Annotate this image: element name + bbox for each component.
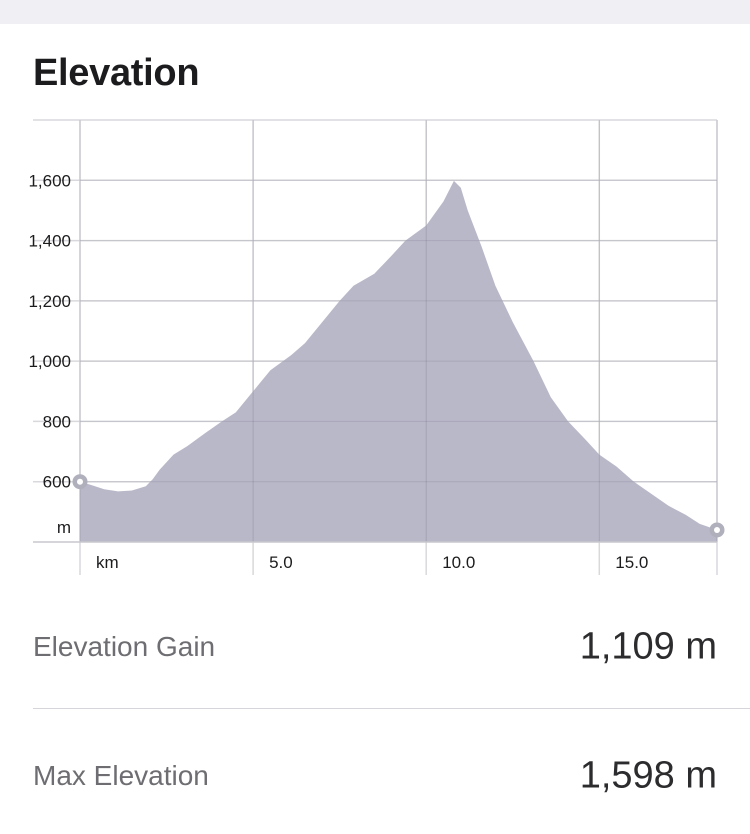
section-title: Elevation xyxy=(33,52,200,94)
elevation-gain-row: Elevation Gain 1,109 m xyxy=(0,609,750,685)
stats-divider xyxy=(33,708,750,709)
x-axis-unit-label: km xyxy=(96,553,119,572)
max-elevation-row: Max Elevation 1,598 m xyxy=(0,738,750,814)
elevation-area xyxy=(80,180,717,542)
max-elevation-value: 1,598 m xyxy=(579,754,717,797)
x-tick-label: 5.0 xyxy=(269,553,293,572)
elevation-gain-value: 1,109 m xyxy=(579,625,717,668)
y-tick-label: 800 xyxy=(43,412,71,431)
start-point-marker-center xyxy=(77,478,83,485)
y-axis-unit-label: m xyxy=(57,518,71,537)
top-strip xyxy=(0,0,750,24)
elevation-gain-label: Elevation Gain xyxy=(33,631,216,662)
y-tick-label: 600 xyxy=(43,473,71,492)
y-tick-label: 1,000 xyxy=(28,352,71,371)
elevation-chart: 600 800 1,000 1,200 1,400 1,600 m km 5.0 10.0 15.0 xyxy=(0,100,750,590)
max-elevation-label: Max Elevation xyxy=(33,760,209,791)
y-tick-label: 1,600 xyxy=(28,171,71,190)
x-tick-label: 10.0 xyxy=(442,553,475,572)
y-tick-label: 1,400 xyxy=(28,232,71,251)
elevation-chart-svg: 600 800 1,000 1,200 1,400 1,600 m km 5.0 10.0 15.0 xyxy=(28,119,725,575)
x-tick-label: 15.0 xyxy=(615,553,648,572)
y-tick-label: 1,200 xyxy=(28,292,71,311)
end-point-marker-center xyxy=(714,526,720,533)
